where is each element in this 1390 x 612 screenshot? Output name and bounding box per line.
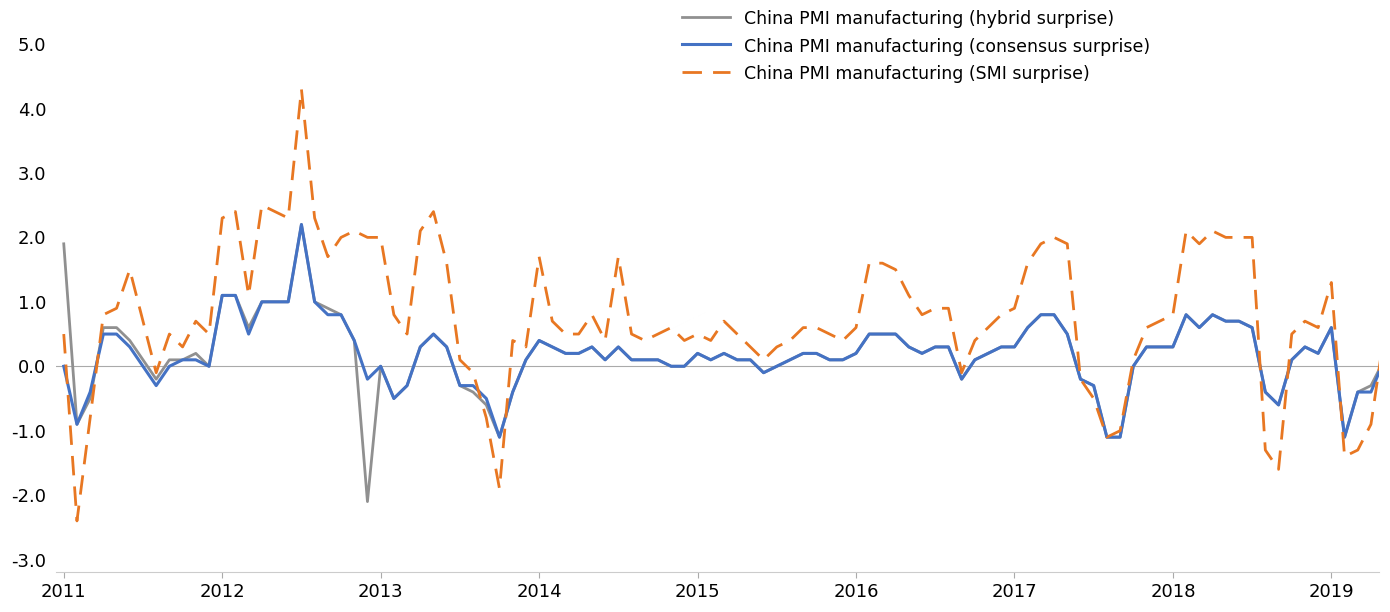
China PMI manufacturing (hybrid surprise) <box>610 343 627 351</box>
China PMI manufacturing (SMI surprise) <box>610 253 627 260</box>
Line: China PMI manufacturing (hybrid surprise): China PMI manufacturing (hybrid surprise… <box>64 225 1390 502</box>
China PMI manufacturing (consensus surprise) <box>1086 382 1102 389</box>
China PMI manufacturing (consensus surprise) <box>240 330 257 338</box>
China PMI manufacturing (consensus surprise) <box>491 433 507 441</box>
China PMI manufacturing (SMI surprise) <box>56 330 72 338</box>
China PMI manufacturing (SMI surprise) <box>676 337 692 344</box>
China PMI manufacturing (hybrid surprise) <box>359 498 375 506</box>
China PMI manufacturing (hybrid surprise) <box>68 420 85 428</box>
China PMI manufacturing (SMI surprise) <box>82 414 99 422</box>
China PMI manufacturing (consensus surprise) <box>68 420 85 428</box>
China PMI manufacturing (hybrid surprise) <box>240 324 257 331</box>
China PMI manufacturing (consensus surprise) <box>1072 376 1088 383</box>
China PMI manufacturing (consensus surprise) <box>610 343 627 351</box>
China PMI manufacturing (consensus surprise) <box>293 221 310 228</box>
China PMI manufacturing (consensus surprise) <box>56 362 72 370</box>
China PMI manufacturing (consensus surprise) <box>676 362 692 370</box>
China PMI manufacturing (hybrid surprise) <box>293 221 310 228</box>
Line: China PMI manufacturing (SMI surprise): China PMI manufacturing (SMI surprise) <box>64 89 1390 521</box>
China PMI manufacturing (SMI surprise) <box>253 201 270 209</box>
Legend: China PMI manufacturing (hybrid surprise), China PMI manufacturing (consensus su: China PMI manufacturing (hybrid surprise… <box>681 9 1150 83</box>
China PMI manufacturing (SMI surprise) <box>1072 376 1088 383</box>
Line: China PMI manufacturing (consensus surprise): China PMI manufacturing (consensus surpr… <box>64 225 1390 437</box>
China PMI manufacturing (SMI surprise) <box>68 517 85 524</box>
China PMI manufacturing (hybrid surprise) <box>676 362 692 370</box>
China PMI manufacturing (hybrid surprise) <box>1072 376 1088 383</box>
China PMI manufacturing (SMI surprise) <box>293 86 310 93</box>
China PMI manufacturing (hybrid surprise) <box>56 240 72 247</box>
China PMI manufacturing (SMI surprise) <box>1086 395 1102 402</box>
China PMI manufacturing (hybrid surprise) <box>1086 382 1102 389</box>
